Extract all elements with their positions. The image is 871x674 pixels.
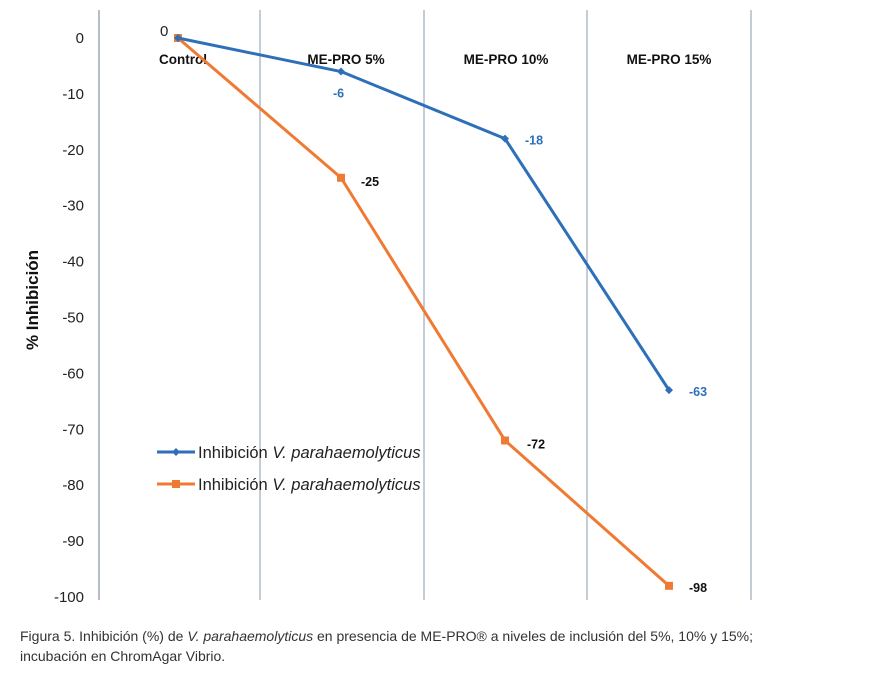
data-label: -25	[361, 175, 379, 189]
x-category-label: Control	[159, 52, 207, 67]
data-point	[501, 436, 509, 445]
data-point	[665, 386, 673, 395]
data-label: -98	[689, 581, 707, 595]
y-tick-label: 0	[76, 30, 84, 47]
grid-lines	[98, 10, 752, 600]
data-labels: -6 -18 -63 0 -25 -72 -98	[160, 23, 707, 595]
data-point	[174, 34, 182, 42]
data-point	[665, 581, 673, 590]
series-line	[177, 36, 671, 391]
x-category-label: ME-PRO 15%	[627, 52, 712, 67]
y-tick-label: -80	[62, 477, 84, 494]
y-tick-label: -100	[54, 589, 84, 606]
y-tick-label: -20	[62, 142, 84, 159]
data-point	[337, 67, 345, 76]
legend-marker	[172, 480, 180, 488]
y-tick-label: -40	[62, 254, 84, 271]
y-tick-label: -10	[62, 86, 84, 103]
x-category-label: ME-PRO 5%	[307, 52, 384, 67]
data-label: -6	[333, 87, 344, 101]
y-tick-label: -60	[62, 365, 84, 382]
data-point	[501, 134, 509, 143]
x-category-label: ME-PRO 10%	[464, 52, 549, 67]
caption-prefix: Figura 5. Inhibición (%) de	[20, 628, 188, 644]
data-label: -18	[525, 134, 543, 148]
series-line	[177, 36, 670, 587]
data-point	[337, 173, 345, 182]
data-label: 0	[160, 23, 168, 40]
y-axis-title: % Inhibición	[23, 250, 42, 350]
legend-label: Inhibición V. parahaemolyticus	[198, 476, 421, 494]
y-tick-label: -50	[62, 310, 84, 327]
data-label: -72	[527, 437, 545, 451]
legend-label: Inhibición V. parahaemolyticus	[198, 444, 421, 462]
figure-caption: Figura 5. Inhibición (%) de V. parahaemo…	[20, 626, 860, 666]
line-chart: 0-10-20-30-40-50-60-70-80-90-100 Control…	[23, 10, 752, 606]
legend-marker	[172, 448, 180, 456]
caption-line2: incubación en ChromAgar Vibrio.	[20, 648, 226, 664]
y-tick-label: -70	[62, 421, 84, 438]
y-tick-label: -30	[62, 198, 84, 215]
caption-suffix: en presencia de ME-PRO® a niveles de inc…	[313, 628, 754, 644]
y-tick-label: -90	[62, 533, 84, 550]
caption-species: V. parahaemolyticus	[187, 628, 314, 644]
x-category-labels: Control ME-PRO 5% ME-PRO 10% ME-PRO 15%	[159, 52, 711, 67]
data-label: -63	[689, 385, 707, 399]
series-lines	[174, 34, 673, 590]
legend: Inhibición V. parahaemolyticus Inhibición…	[157, 444, 421, 494]
y-axis: 0 -10 -20 -30 -40 -50 -60 -70 -80 -90 -100	[54, 30, 84, 606]
